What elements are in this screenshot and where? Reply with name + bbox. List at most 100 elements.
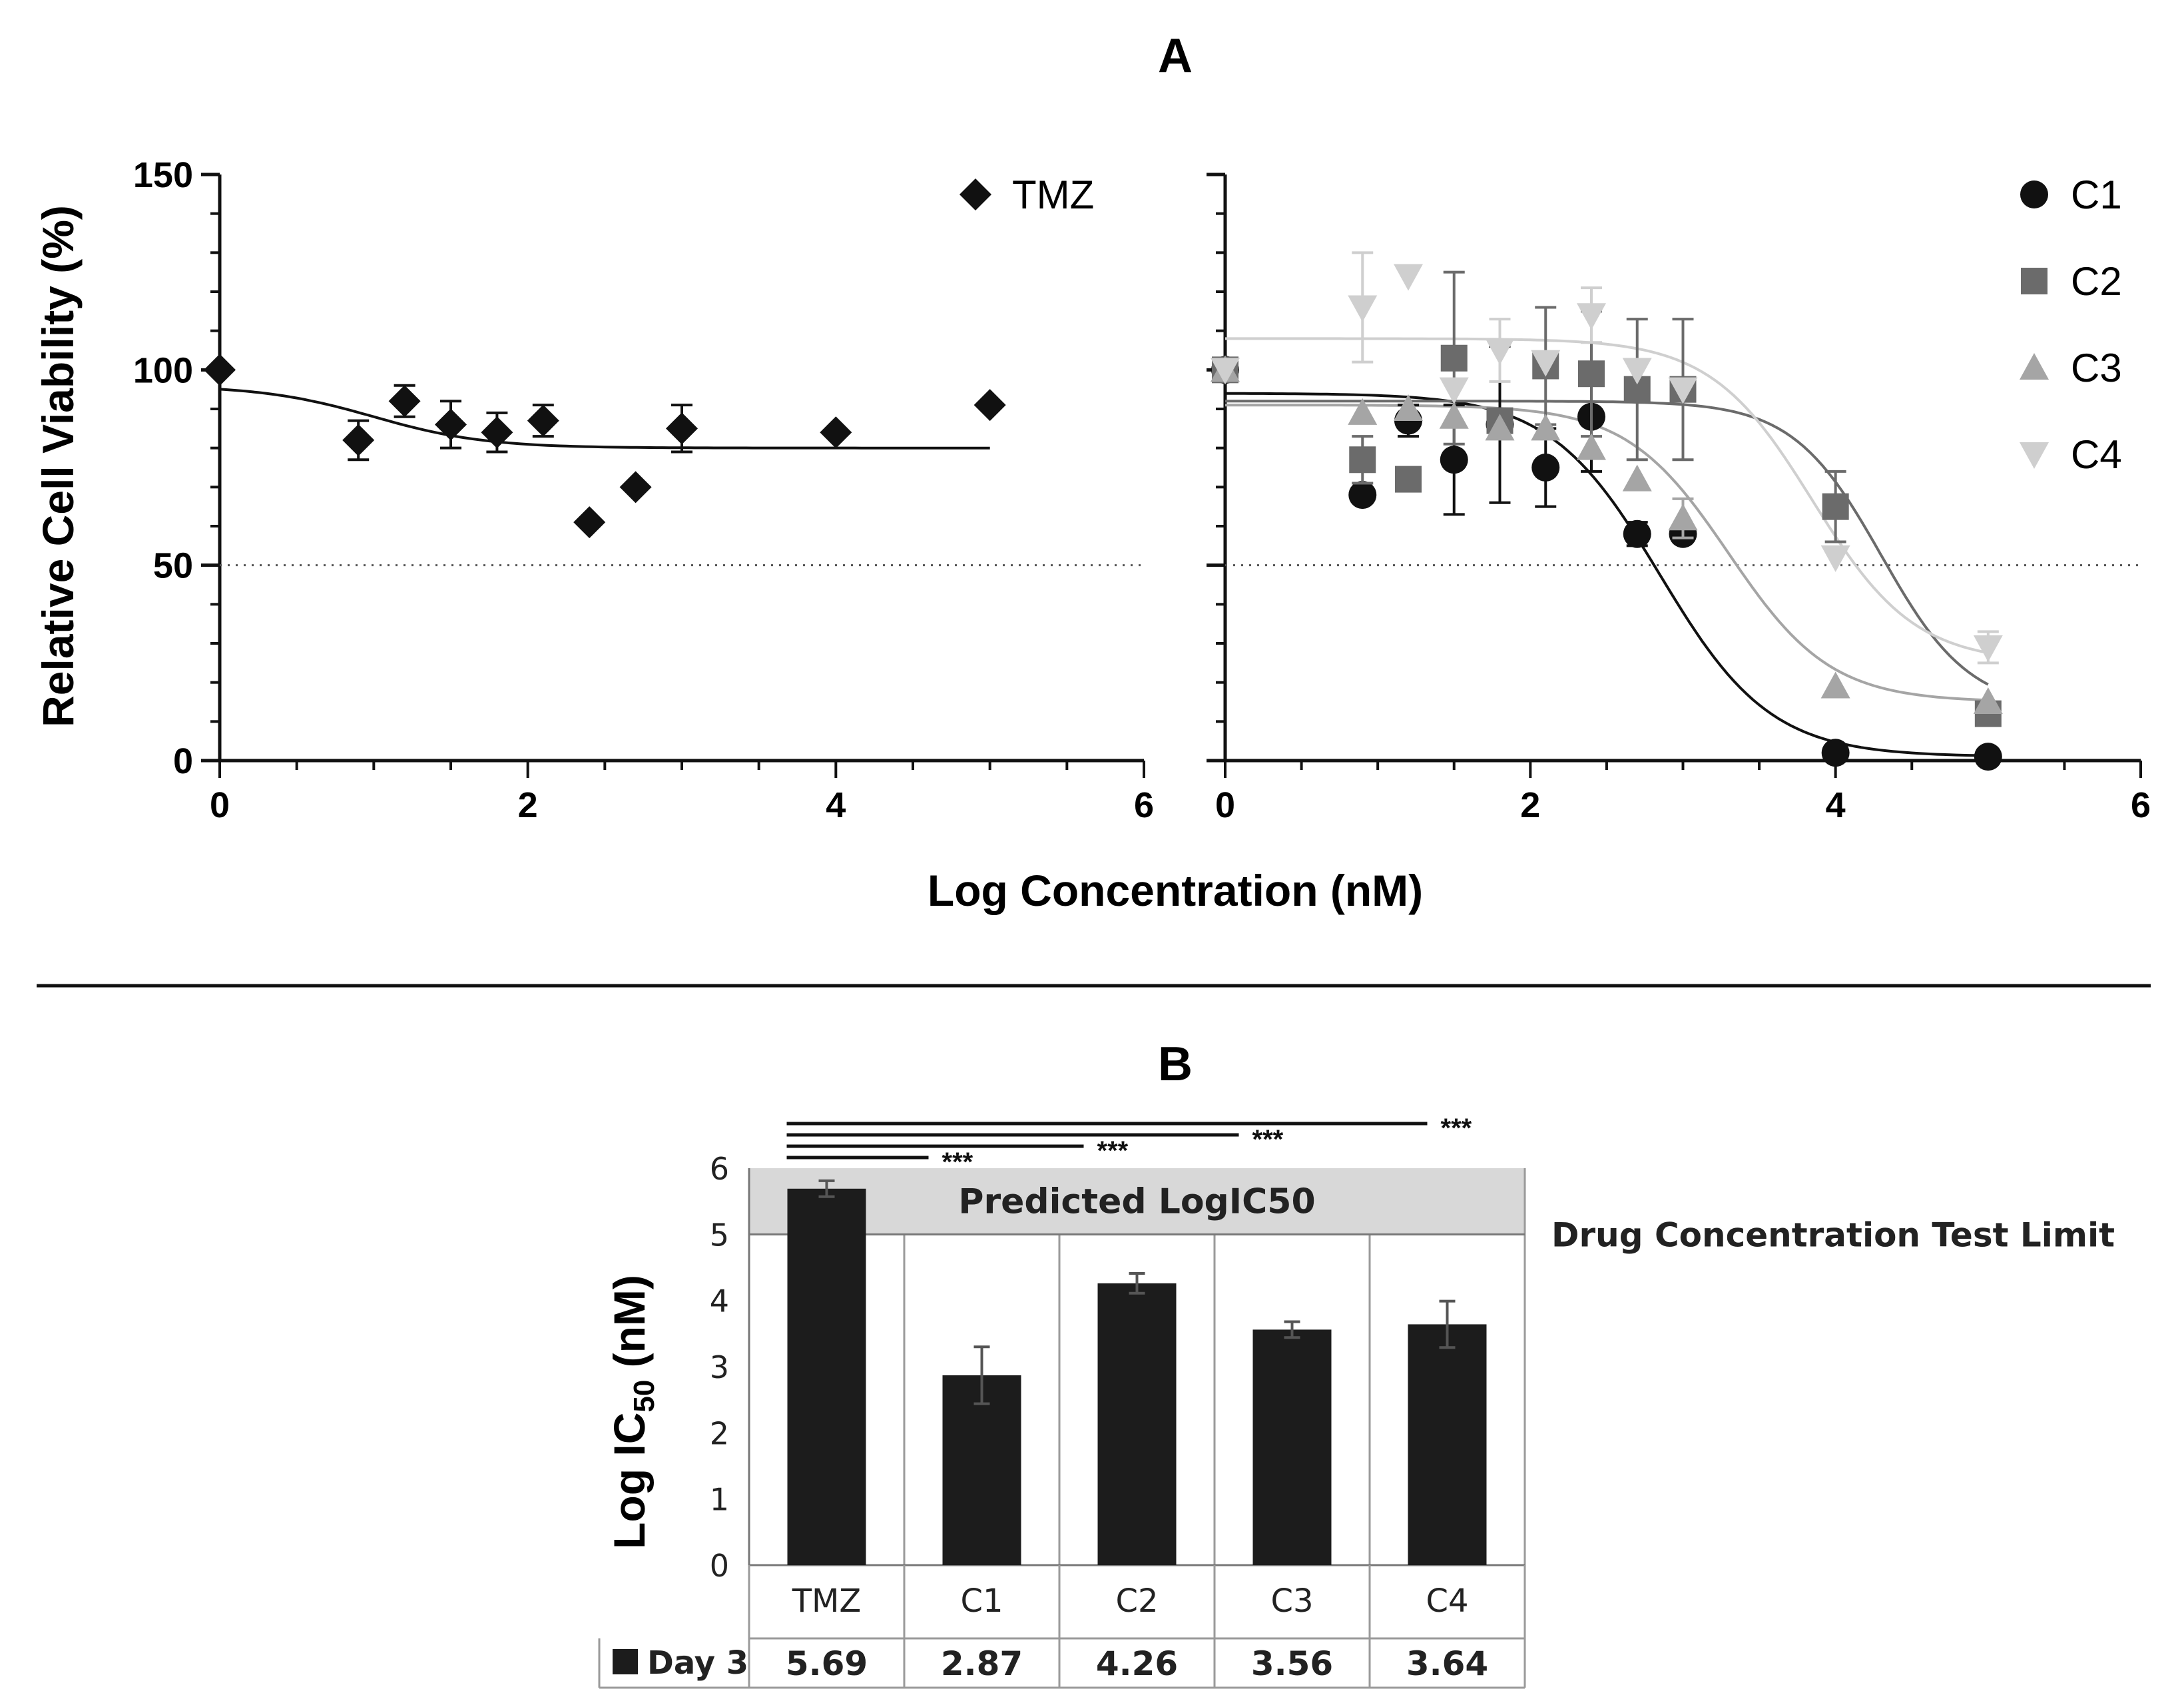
panel-b-ylabel-sub: 50 [628, 1380, 661, 1413]
data-point-c4 [1485, 338, 1515, 365]
fit-curve-tmz [219, 388, 990, 450]
y-tick-label: 2 [710, 1415, 729, 1451]
data-point-c2 [1578, 360, 1605, 388]
data-point-tmz [573, 506, 606, 539]
table-value-c1: 2.87 [941, 1644, 1023, 1683]
table-value-c3: 3.56 [1251, 1644, 1333, 1683]
plot-log-ic50-bars: 0 1 2 3 4 5 6 Predicted LogIC50 Drug Concentrati… [598, 1114, 2115, 1689]
table-value-c2: 4.26 [1096, 1644, 1178, 1683]
bar-c2 [1097, 1283, 1177, 1565]
data-point-c4 [1820, 545, 1850, 572]
data-point-c3 [1348, 398, 1378, 425]
category-label-tmz: TMZ [792, 1582, 862, 1620]
y-tick-label: 4 [710, 1283, 729, 1319]
x-tick-label: 2 [518, 785, 538, 825]
y-tick-label: 100 [133, 350, 193, 390]
data-point-c2 [1822, 493, 1849, 520]
x-tick-label: 4 [826, 785, 846, 825]
data-point-c3 [1531, 414, 1561, 441]
fit-curve-c1 [1225, 392, 1988, 757]
data-point-c4 [1622, 358, 1652, 385]
table-row-label: Day 3 [647, 1644, 748, 1682]
y-tick-label: 3 [710, 1349, 729, 1385]
data-point-c4 [1668, 377, 1698, 404]
data-point-c3 [1394, 394, 1423, 421]
panel-b-title: B [1158, 1038, 1193, 1091]
legend-marker-c2 [2021, 268, 2048, 294]
panel-a-y-axis-label: Relative Cell Viability (%) [33, 205, 83, 727]
predicted-band-label: Predicted LogIC50 [958, 1182, 1315, 1222]
data-point-c4 [1211, 358, 1240, 385]
data-point-tmz [204, 354, 236, 386]
legend-marker-c3 [2020, 353, 2049, 380]
fit-curve-c2 [1225, 400, 1989, 686]
legend-label-tmz: TMZ [1012, 172, 1094, 217]
data-point-c3 [1439, 402, 1469, 429]
x-tick-label: 0 [210, 785, 230, 825]
data-point-c4 [1973, 635, 2003, 662]
legend-marker-c1 [2020, 180, 2048, 208]
data-point-tmz [820, 416, 852, 449]
data-point-c1 [1440, 446, 1468, 474]
data-point-c3 [1668, 504, 1698, 531]
significance-label-c3: *** [1252, 1125, 1284, 1154]
category-label-c3: C3 [1270, 1582, 1313, 1620]
panel-b-y-axis-label: Log IC50 (nM) [605, 1275, 661, 1549]
data-point-c1 [1821, 739, 1850, 767]
data-point-tmz [342, 424, 375, 456]
data-point-c2 [1349, 446, 1376, 474]
legend-label-c1: C1 [2071, 172, 2122, 217]
data-point-tmz [388, 385, 421, 418]
bar-tmz [787, 1188, 866, 1565]
fit-curve-c4 [1225, 337, 1989, 655]
y-tick-label: 50 [153, 546, 193, 586]
x-tick-label: 6 [2131, 785, 2151, 825]
panel-b-ylabel-main: Log IC [605, 1413, 654, 1549]
y-tick-label: 1 [710, 1482, 729, 1518]
y-tick-label: 0 [173, 741, 193, 781]
data-point-c4 [1439, 377, 1469, 404]
data-point-tmz [435, 408, 467, 441]
legend-label-c3: C3 [2071, 346, 2122, 390]
data-point-c2 [1395, 466, 1422, 493]
x-tick-label: 4 [1826, 785, 1846, 825]
y-tick-label: 150 [133, 155, 193, 195]
x-tick-label: 0 [1215, 785, 1235, 825]
significance-label-c4: *** [1441, 1114, 1472, 1143]
legend-marker-c4 [2020, 442, 2049, 469]
y-tick-label: 6 [710, 1151, 729, 1187]
table-value-c4: 3.64 [1406, 1644, 1488, 1683]
data-point-c3 [1577, 433, 1606, 460]
table-value-tmz: 5.69 [786, 1644, 868, 1683]
data-point-tmz [619, 471, 652, 504]
data-point-c1 [1974, 743, 2002, 771]
plot-tmz: 0 50 100 150 0 2 4 6 TMZ [133, 155, 1154, 825]
table-legend-swatch [613, 1649, 638, 1674]
significance-label-c1: *** [942, 1148, 973, 1177]
data-point-c3 [1622, 464, 1652, 492]
y-tick-label: 0 [710, 1548, 729, 1584]
data-point-c4 [1394, 264, 1423, 291]
x-tick-label: 6 [1134, 785, 1154, 825]
predicted-log-ic50-band [749, 1168, 1525, 1235]
data-point-tmz [481, 416, 513, 449]
data-point-tmz [973, 389, 1006, 422]
data-point-c4 [1531, 350, 1561, 377]
bar-c1 [942, 1375, 1021, 1565]
panel-b-ylabel-unit: (nM) [605, 1275, 654, 1380]
data-point-c1 [1531, 454, 1560, 482]
legend-marker-tmz [959, 178, 991, 210]
plot-compounds: 0 2 4 6 C1 C2 C3 C4 [1207, 172, 2151, 825]
data-point-c1 [1348, 481, 1377, 510]
y-tick-label: 5 [710, 1217, 729, 1253]
data-point-c1 [1623, 519, 1651, 548]
legend-label-c2: C2 [2071, 259, 2122, 304]
category-label-c4: C4 [1426, 1582, 1468, 1620]
data-point-c4 [1348, 295, 1378, 322]
category-label-c1: C1 [960, 1582, 1003, 1620]
bar-c3 [1252, 1329, 1332, 1565]
data-point-c3 [1820, 671, 1850, 699]
data-point-tmz [666, 412, 698, 445]
